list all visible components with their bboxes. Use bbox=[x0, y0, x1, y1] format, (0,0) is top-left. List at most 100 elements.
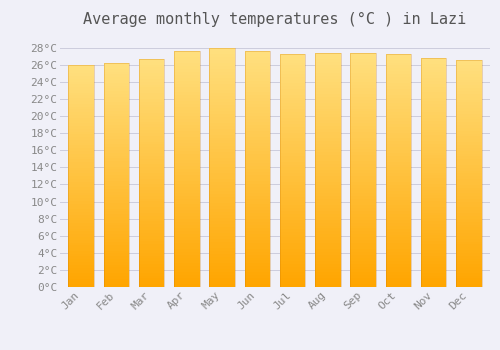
Bar bbox=[68, 90, 94, 93]
Bar bbox=[421, 72, 446, 75]
Bar bbox=[315, 68, 340, 70]
Bar bbox=[280, 264, 305, 267]
Bar bbox=[456, 148, 481, 150]
Bar bbox=[280, 94, 305, 98]
Bar bbox=[386, 281, 411, 284]
Bar bbox=[315, 205, 340, 208]
Bar bbox=[210, 239, 235, 242]
Bar bbox=[280, 208, 305, 211]
Bar bbox=[456, 182, 481, 185]
Bar bbox=[315, 117, 340, 120]
Bar bbox=[68, 156, 94, 159]
Bar bbox=[315, 199, 340, 202]
Bar bbox=[244, 102, 270, 104]
Bar bbox=[244, 110, 270, 113]
Bar bbox=[104, 69, 129, 72]
Bar bbox=[210, 275, 235, 278]
Bar bbox=[421, 201, 446, 204]
Bar bbox=[456, 142, 481, 145]
Bar bbox=[350, 170, 376, 173]
Bar bbox=[68, 212, 94, 215]
Bar bbox=[421, 121, 446, 124]
Bar bbox=[280, 138, 305, 141]
Bar bbox=[210, 170, 235, 173]
Bar bbox=[244, 193, 270, 196]
Bar bbox=[315, 217, 340, 220]
Bar bbox=[280, 124, 305, 127]
Bar bbox=[244, 90, 270, 92]
Bar bbox=[350, 249, 376, 252]
Bar bbox=[350, 184, 376, 188]
Bar bbox=[421, 124, 446, 127]
Bar bbox=[315, 281, 340, 284]
Bar bbox=[174, 148, 200, 152]
Bar bbox=[139, 284, 164, 287]
Bar bbox=[386, 246, 411, 249]
Bar bbox=[350, 196, 376, 199]
Bar bbox=[350, 246, 376, 249]
Bar bbox=[421, 247, 446, 250]
Bar bbox=[350, 114, 376, 117]
Bar bbox=[210, 69, 235, 72]
Bar bbox=[139, 68, 164, 70]
Bar bbox=[174, 172, 200, 175]
Bar bbox=[139, 130, 164, 133]
Bar bbox=[456, 250, 481, 253]
Bar bbox=[68, 179, 94, 182]
Bar bbox=[244, 190, 270, 193]
Bar bbox=[315, 85, 340, 88]
Bar bbox=[421, 267, 446, 270]
Bar bbox=[456, 208, 481, 210]
Bar bbox=[244, 181, 270, 184]
Bar bbox=[421, 207, 446, 210]
Bar bbox=[386, 270, 411, 272]
Bar bbox=[244, 119, 270, 122]
Bar bbox=[174, 225, 200, 228]
Bar bbox=[350, 225, 376, 229]
Bar bbox=[350, 275, 376, 278]
Bar bbox=[386, 109, 411, 112]
Bar bbox=[386, 191, 411, 194]
Bar bbox=[456, 216, 481, 219]
Bar bbox=[350, 56, 376, 59]
Bar bbox=[68, 140, 94, 143]
Bar bbox=[174, 240, 200, 243]
Bar bbox=[315, 100, 340, 103]
Bar bbox=[139, 202, 164, 204]
Bar bbox=[280, 159, 305, 162]
Bar bbox=[139, 178, 164, 182]
Bar bbox=[280, 60, 305, 63]
Bar bbox=[386, 153, 411, 156]
Bar bbox=[350, 211, 376, 214]
Bar bbox=[350, 220, 376, 223]
Bar bbox=[421, 130, 446, 132]
Bar bbox=[280, 232, 305, 235]
Bar bbox=[104, 111, 129, 113]
Bar bbox=[386, 223, 411, 226]
Bar bbox=[174, 258, 200, 260]
Bar bbox=[386, 226, 411, 229]
Bar bbox=[280, 54, 305, 287]
Bar bbox=[139, 147, 164, 150]
Bar bbox=[174, 213, 200, 216]
Bar bbox=[104, 248, 129, 251]
Bar bbox=[104, 195, 129, 197]
Bar bbox=[386, 98, 411, 100]
Bar bbox=[421, 104, 446, 107]
Bar bbox=[350, 74, 376, 76]
Bar bbox=[421, 233, 446, 236]
Bar bbox=[174, 113, 200, 116]
Bar bbox=[456, 60, 481, 287]
Bar bbox=[174, 140, 200, 142]
Bar bbox=[68, 145, 94, 148]
Bar bbox=[68, 279, 94, 281]
Bar bbox=[350, 152, 376, 155]
Bar bbox=[315, 182, 340, 184]
Bar bbox=[350, 240, 376, 243]
Bar bbox=[174, 158, 200, 160]
Bar bbox=[315, 82, 340, 85]
Bar bbox=[386, 176, 411, 179]
Bar bbox=[315, 111, 340, 114]
Bar bbox=[68, 195, 94, 198]
Bar bbox=[386, 147, 411, 150]
